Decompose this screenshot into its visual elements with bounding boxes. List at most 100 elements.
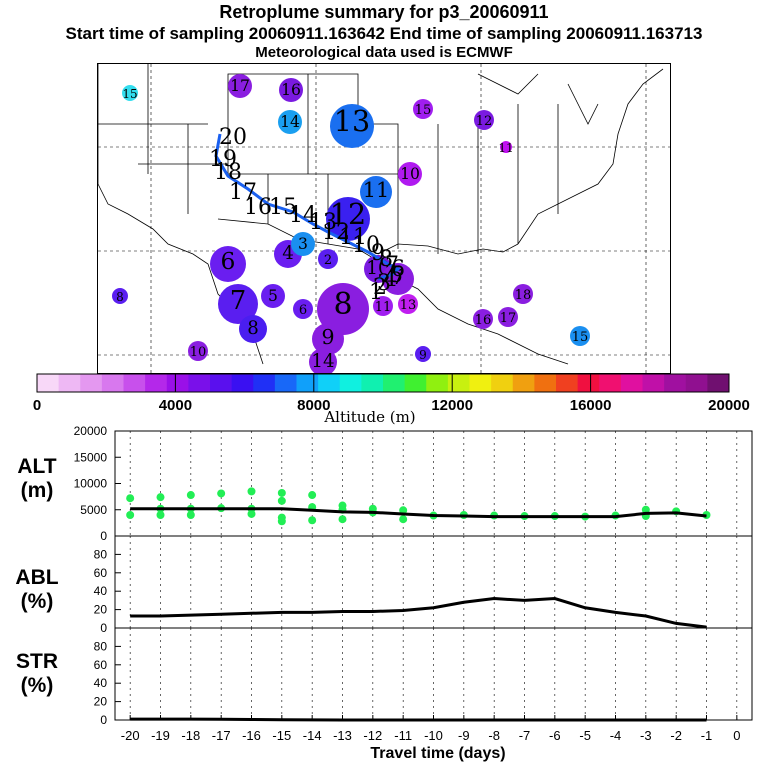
map-bubble — [373, 296, 393, 316]
colorbar-cell — [210, 374, 233, 392]
map-bubble — [309, 348, 337, 373]
y-tick-label: 20 — [94, 603, 108, 617]
y-tick-label: 0 — [100, 713, 107, 727]
colorbar-tick-label: 0 — [33, 397, 41, 414]
map-bubble-label: 8 — [247, 318, 259, 339]
map-bubble-label: 3 — [298, 235, 308, 253]
colorbar-cell — [664, 374, 687, 392]
map-bubble — [122, 85, 138, 101]
scatter-point — [126, 494, 135, 503]
track-label: 10 — [352, 233, 380, 258]
map-bubble — [473, 309, 493, 329]
x-tick-label: -18 — [181, 728, 200, 743]
x-tick-label: -9 — [458, 728, 470, 743]
map-bubble-label: 11 — [363, 178, 389, 202]
map-bubble-label: 6 — [299, 303, 307, 318]
x-tick-label: -12 — [363, 728, 382, 743]
map-bubble — [218, 284, 258, 324]
altitude-colorbar: 0 4000 8000 12000 16000 20000 Altitude (m) — [33, 373, 750, 425]
series-line — [130, 717, 707, 722]
map-bubble-label: 9 — [419, 348, 427, 362]
colorbar-cell — [274, 374, 297, 392]
scatter-point — [247, 487, 256, 496]
map-bubble — [228, 74, 252, 98]
map-bubble — [261, 284, 285, 308]
track-label: 11 — [339, 225, 367, 250]
scatter-point — [186, 511, 195, 519]
y-tick-label: 5000 — [80, 503, 107, 517]
scatter-point — [399, 515, 408, 524]
map-bubble — [360, 176, 392, 208]
colorbar-cell — [491, 374, 514, 392]
x-tick-label: -6 — [549, 728, 561, 743]
map-bubble-label: 16 — [281, 81, 301, 99]
track-label: 18 — [214, 160, 242, 185]
map-bubble-label: 9 — [321, 325, 334, 349]
map-bubble — [330, 104, 374, 148]
colorbar-cell — [58, 374, 81, 392]
map-bubble-label: 17 — [230, 77, 250, 95]
colorbar-tick-label: 4000 — [159, 397, 192, 414]
y-tick-label: 10000 — [74, 477, 108, 491]
str-label-unit: (%) — [20, 674, 54, 697]
colorbar-cell — [361, 374, 384, 392]
colorbar-cell — [339, 374, 362, 392]
track-label: 16 — [244, 195, 272, 220]
x-tick-label: -16 — [242, 728, 261, 743]
trajectory-track — [214, 133, 401, 281]
x-tick-label: -5 — [579, 728, 591, 743]
boundary-line-3 — [517, 68, 664, 245]
boundary-line-6 — [477, 73, 599, 125]
met-data-note: Meteorological data used is ECMWF — [255, 44, 513, 61]
track-label: 12 — [322, 220, 350, 245]
track-label: 7 — [385, 253, 399, 278]
track-label: 4 — [383, 267, 397, 292]
scatter-point — [308, 516, 317, 525]
x-tick-label: -19 — [151, 728, 170, 743]
x-tick-label: -2 — [670, 728, 682, 743]
x-tick-label: -14 — [303, 728, 322, 743]
map-bubble — [398, 162, 422, 186]
x-tick-label: -17 — [212, 728, 231, 743]
track-label: 5 — [389, 263, 403, 288]
scatter-point — [217, 489, 226, 498]
str-axis-label: STR (%) — [2, 650, 72, 698]
colorbar-cell — [37, 374, 60, 392]
colorbar-cell — [231, 374, 254, 392]
x-tick-label: -11 — [394, 728, 412, 743]
y-tick-label: 80 — [94, 547, 108, 561]
map-bubble — [398, 294, 418, 314]
y-tick-label: 80 — [94, 639, 108, 653]
scatter-point — [399, 506, 408, 515]
map-bubble — [513, 284, 533, 304]
page-title: Retroplume summary for p3_20060911 — [219, 2, 549, 22]
colorbar-cell — [469, 374, 492, 392]
map-bubble-label: 12 — [330, 197, 366, 231]
x-tick-label: 0 — [733, 728, 740, 743]
x-tick-label: -4 — [610, 728, 622, 743]
map-bubble-label: 11 — [498, 141, 513, 155]
y-tick-label: 20 — [94, 695, 108, 709]
x-tick-label: -3 — [640, 728, 652, 743]
track-label: 17 — [229, 180, 257, 205]
map-bubble — [239, 315, 267, 343]
track-label: 13 — [309, 210, 337, 235]
x-tick-label: -8 — [488, 728, 500, 743]
sampling-times: Start time of sampling 20060911.163642 E… — [65, 24, 703, 43]
alt-label-name: ALT — [17, 455, 57, 478]
map-bubble-label: 18 — [515, 288, 532, 303]
map-bubble — [278, 110, 302, 134]
map-bubble — [474, 110, 494, 130]
colorbar-title: Altitude (m) — [323, 408, 415, 425]
y-tick-label: 60 — [94, 658, 108, 672]
map-bubble-label: 14 — [311, 351, 334, 372]
scatter-point — [186, 491, 195, 500]
map-bubble — [279, 78, 303, 102]
map-bubble-label: 10 — [190, 345, 207, 360]
map-bubble — [210, 246, 246, 282]
x-tick-label: -13 — [333, 728, 352, 743]
colorbar-cell — [556, 374, 579, 392]
track-label: 6 — [391, 257, 405, 282]
map-bubble — [293, 299, 313, 319]
